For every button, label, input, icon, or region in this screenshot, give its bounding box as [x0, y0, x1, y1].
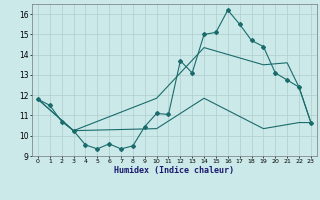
X-axis label: Humidex (Indice chaleur): Humidex (Indice chaleur)	[115, 166, 234, 175]
